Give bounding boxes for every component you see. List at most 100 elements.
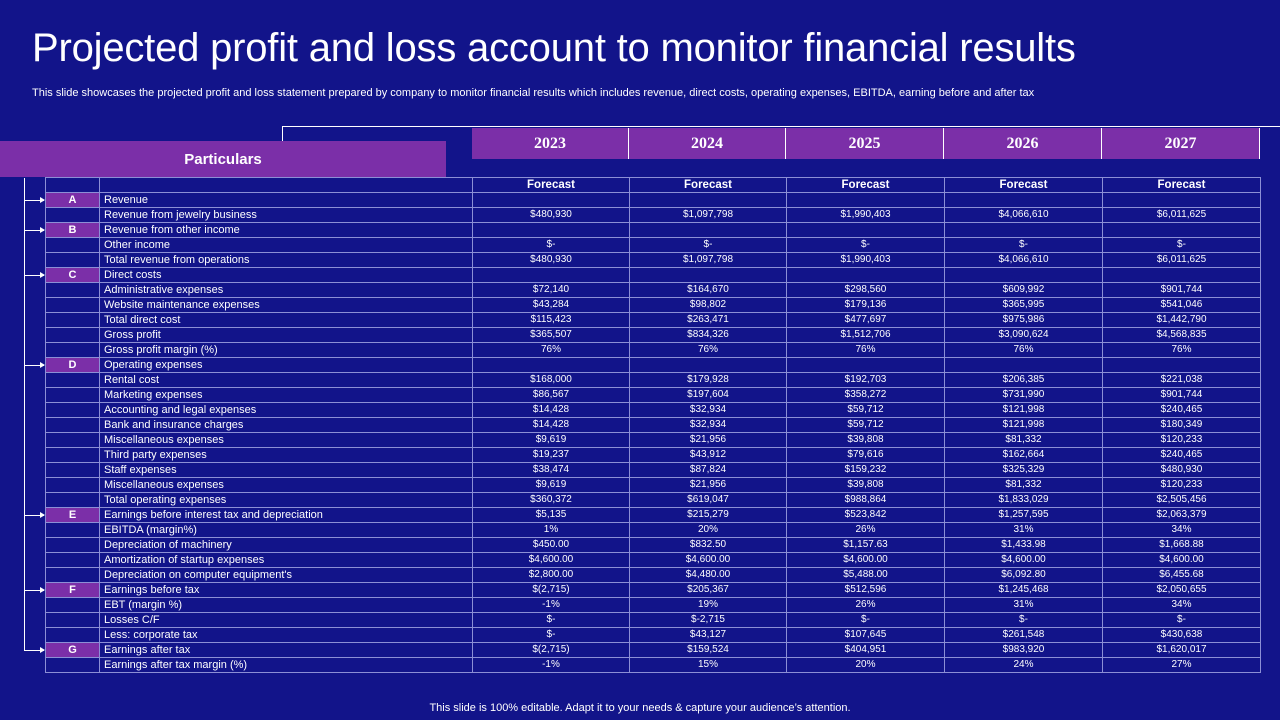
table-row: Miscellaneous expenses $9,619 $21,956 $39,8… xyxy=(45,477,1261,493)
year-header: 2025 xyxy=(786,128,944,159)
table-row: D Operating expenses xyxy=(45,357,1261,373)
value-cell: 1% xyxy=(472,522,630,538)
tree-connector-line xyxy=(24,178,25,650)
value-cell: $21,956 xyxy=(629,477,787,493)
row-label: EBT (margin %) xyxy=(99,597,473,613)
value-cell: $477,697 xyxy=(786,312,945,328)
table-row: Total operating expenses $360,372 $619,047… xyxy=(45,492,1261,508)
value-cell: $4,600.00 xyxy=(472,552,630,568)
row-label: Total operating expenses xyxy=(99,492,473,508)
value-cell: $72,140 xyxy=(472,282,630,298)
value-cell: $32,934 xyxy=(629,417,787,433)
value-cell: 20% xyxy=(629,522,787,538)
value-cell: $162,664 xyxy=(944,447,1103,463)
value-cell: $79,616 xyxy=(786,447,945,463)
value-cell: $-2,715 xyxy=(629,612,787,628)
section-letter xyxy=(45,597,100,613)
section-letter xyxy=(45,372,100,388)
year-header: 2026 xyxy=(944,128,1102,159)
value-cell: $1,990,403 xyxy=(786,252,945,268)
value-cell: $4,600.00 xyxy=(629,552,787,568)
value-cell: $2,505,456 xyxy=(1102,492,1261,508)
value-cell: $- xyxy=(472,627,630,643)
value-cell: $9,619 xyxy=(472,432,630,448)
table-row: Amortization of startup expenses $4,600.0… xyxy=(45,552,1261,568)
value-cell: $43,284 xyxy=(472,297,630,313)
value-cell: $404,951 xyxy=(786,642,945,658)
value-cell: $2,800.00 xyxy=(472,567,630,583)
row-label: Amortization of startup expenses xyxy=(99,552,473,568)
value-cell: $205,367 xyxy=(629,582,787,598)
value-cell: 19% xyxy=(629,597,787,613)
value-cell xyxy=(472,267,630,283)
value-cell: $512,596 xyxy=(786,582,945,598)
section-letter: E xyxy=(45,507,100,523)
row-label: Depreciation on computer equipment's xyxy=(99,567,473,583)
value-cell: $261,548 xyxy=(944,627,1103,643)
value-cell: $(2,715) xyxy=(472,582,630,598)
section-letter xyxy=(45,387,100,403)
value-cell: $81,332 xyxy=(944,432,1103,448)
value-cell: $1,442,790 xyxy=(1102,312,1261,328)
table-row: Total revenue from operations $480,930 $1,… xyxy=(45,252,1261,268)
table-row: Total direct cost $115,423 $263,471 $477,69… xyxy=(45,312,1261,328)
value-cell xyxy=(1102,222,1261,238)
value-cell xyxy=(629,357,787,373)
value-cell: $19,237 xyxy=(472,447,630,463)
value-cell: $159,524 xyxy=(629,642,787,658)
value-cell: $365,995 xyxy=(944,297,1103,313)
value-cell: 31% xyxy=(944,597,1103,613)
section-letter xyxy=(45,552,100,568)
table-row: Staff expenses $38,474 $87,824 $159,232 $325… xyxy=(45,462,1261,478)
row-label: Administrative expenses xyxy=(99,282,473,298)
table-row: Earnings after tax margin (%) -1% 15% 20% 24… xyxy=(45,657,1261,673)
row-label: Bank and insurance charges xyxy=(99,417,473,433)
value-cell: $1,990,403 xyxy=(786,207,945,223)
row-label: Earnings before interest tax and depreci… xyxy=(99,507,473,523)
section-letter xyxy=(45,207,100,223)
value-cell: $4,066,610 xyxy=(944,252,1103,268)
value-cell: $1,097,798 xyxy=(629,252,787,268)
value-cell: $168,000 xyxy=(472,372,630,388)
table-row: Marketing expenses $86,567 $197,604 $358,27… xyxy=(45,387,1261,403)
value-cell xyxy=(944,267,1103,283)
value-cell: $121,998 xyxy=(944,402,1103,418)
value-cell: $- xyxy=(786,237,945,253)
value-cell xyxy=(1102,267,1261,283)
section-letter xyxy=(45,627,100,643)
table-row: Miscellaneous expenses $9,619 $21,956 $39,8… xyxy=(45,432,1261,448)
value-cell xyxy=(944,357,1103,373)
row-label: Gross profit margin (%) xyxy=(99,342,473,358)
value-cell: $365,507 xyxy=(472,327,630,343)
value-cell: $43,912 xyxy=(629,447,787,463)
section-letter xyxy=(45,537,100,553)
value-cell: $159,232 xyxy=(786,462,945,478)
row-label: Less: corporate tax xyxy=(99,627,473,643)
value-cell: $1,245,468 xyxy=(944,582,1103,598)
section-letter xyxy=(45,432,100,448)
value-cell xyxy=(786,357,945,373)
section-letter xyxy=(45,282,100,298)
value-cell: 26% xyxy=(786,522,945,538)
tree-arrow-icon xyxy=(24,647,45,653)
row-label: Website maintenance expenses xyxy=(99,297,473,313)
section-letter xyxy=(45,252,100,268)
section-letter xyxy=(45,567,100,583)
value-cell: $- xyxy=(1102,237,1261,253)
forecast-row-blank xyxy=(99,177,473,193)
table-row: Other income $- $- $- $- $- xyxy=(45,237,1261,253)
profit-loss-table: Forecast Forecast Forecast Forecast Forecast… xyxy=(45,177,1261,673)
value-cell: 27% xyxy=(1102,657,1261,673)
section-letter xyxy=(45,417,100,433)
value-cell: $221,038 xyxy=(1102,372,1261,388)
row-label: Revenue xyxy=(99,192,473,208)
forecast-label: Forecast xyxy=(1102,177,1261,193)
section-letter: A xyxy=(45,192,100,208)
value-cell: $3,090,624 xyxy=(944,327,1103,343)
value-cell: $120,233 xyxy=(1102,477,1261,493)
row-label: Miscellaneous expenses xyxy=(99,432,473,448)
value-cell: $1,833,029 xyxy=(944,492,1103,508)
table-row: Less: corporate tax $- $43,127 $107,645 $261… xyxy=(45,627,1261,643)
value-cell: $6,011,625 xyxy=(1102,207,1261,223)
value-cell: $619,047 xyxy=(629,492,787,508)
